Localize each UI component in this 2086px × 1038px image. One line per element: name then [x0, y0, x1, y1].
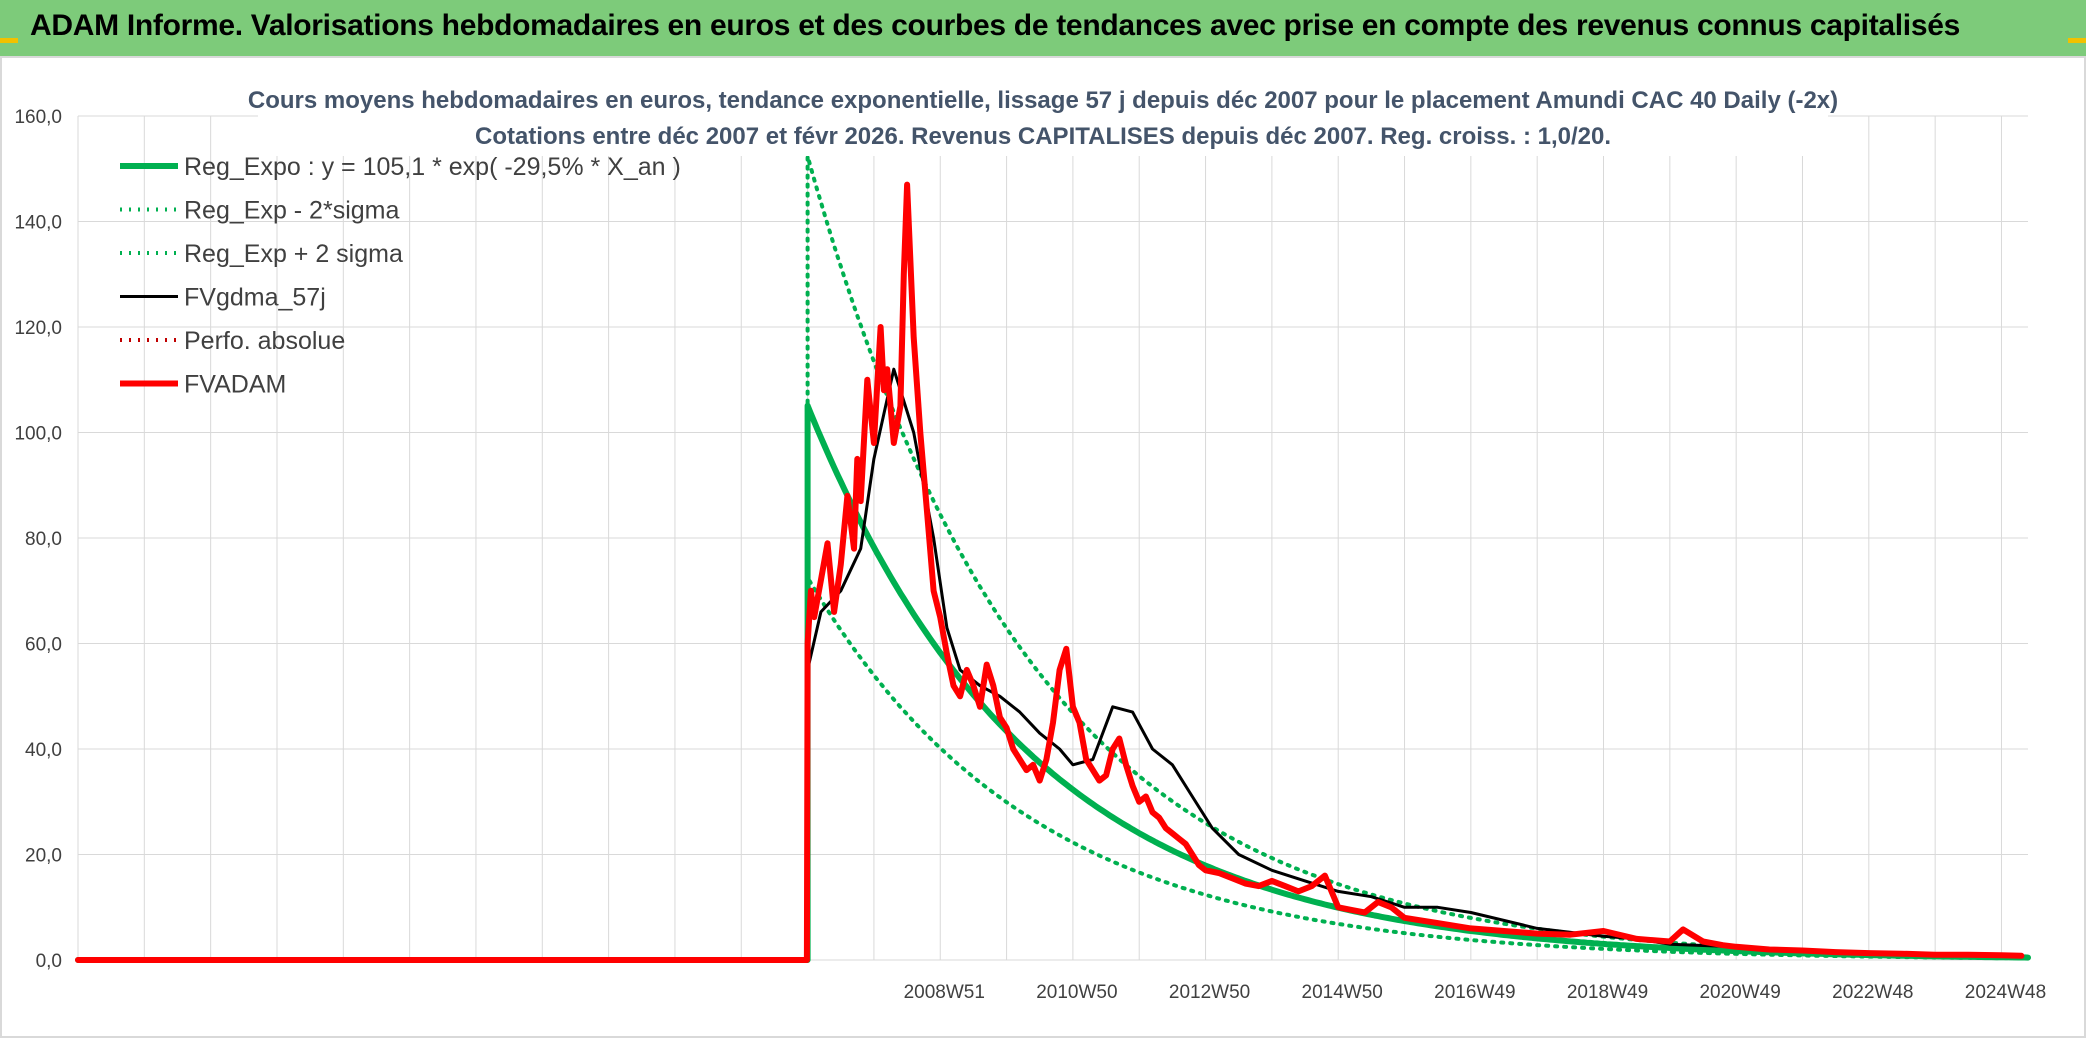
price-chart: 0,020,040,060,080,0100,0120,0140,0160,0 …	[14, 84, 2047, 1003]
legend-label: FVgdma_57j	[184, 284, 326, 312]
y-tick-label: 60,0	[25, 635, 62, 656]
y-axis-ticks: 0,0 20,0 40,0 60,0 80,0 100,0 120,0 140,0 160,0	[14, 107, 62, 972]
x-axis-ticks: 2008W51 2010W50 2012W50 2014W50 2016W49 2018W…	[904, 982, 2047, 1003]
y-tick-label: 80,0	[25, 529, 62, 550]
x-tick-label: 2020W49	[1699, 982, 1780, 1003]
chart-series	[75, 154, 2031, 963]
chart-title-line2: Cotations entre déc 2007 et févr 2026. R…	[475, 123, 1611, 150]
title-background	[258, 84, 1828, 156]
x-tick-label: 2012W50	[1169, 982, 1250, 1003]
y-tick-label: 20,0	[25, 846, 62, 867]
x-tick-label: 2018W49	[1567, 982, 1648, 1003]
y-tick-label: 160,0	[14, 107, 62, 128]
series-line-3	[806, 367, 2023, 957]
y-tick-label: 40,0	[25, 740, 62, 761]
series-line-1	[76, 575, 2030, 962]
y-tick-label: 100,0	[14, 424, 62, 445]
chart-title-line1: Cours moyens hebdomadaires en euros, ten…	[248, 87, 1838, 114]
x-tick-label: 2008W51	[904, 982, 985, 1003]
legend-label: FVADAM	[184, 371, 286, 399]
y-tick-label: 0,0	[36, 951, 62, 972]
corner-accent-right	[2068, 38, 2086, 43]
legend-label: Reg_Exp + 2 sigma	[184, 240, 403, 268]
x-tick-label: 2016W49	[1434, 982, 1515, 1003]
x-tick-label: 2022W48	[1832, 982, 1913, 1003]
x-tick-label: 2014W50	[1302, 982, 1383, 1003]
report-title: ADAM Informe. Valorisations hebdomadaire…	[30, 9, 1961, 42]
x-tick-label: 2010W50	[1036, 982, 1117, 1003]
series-line-2	[76, 154, 2030, 962]
chart-frame	[0, 56, 2086, 1038]
y-tick-label: 120,0	[14, 318, 62, 339]
corner-accent-left	[0, 38, 18, 43]
legend-label: Reg_Exp - 2*sigma	[184, 197, 399, 225]
legend-label: Reg_Expo : y = 105,1 * exp( -29,5% * X_a…	[184, 153, 681, 181]
series-line-0	[75, 402, 2031, 963]
y-tick-label: 140,0	[14, 213, 62, 234]
legend-label: Perfo. absolue	[184, 327, 345, 355]
x-tick-label: 2024W48	[1965, 982, 2046, 1003]
report-banner: ADAM Informe. Valorisations hebdomadaire…	[0, 0, 2086, 56]
chart-legend: Reg_Expo : y = 105,1 * exp( -29,5% * X_a…	[120, 153, 681, 399]
series-line-5	[75, 181, 2025, 963]
